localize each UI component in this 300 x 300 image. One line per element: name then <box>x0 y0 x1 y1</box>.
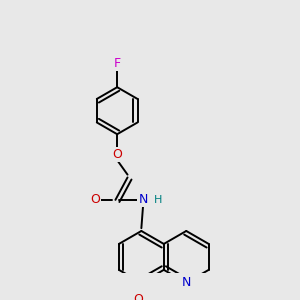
Text: F: F <box>114 56 121 70</box>
Text: O: O <box>134 293 143 300</box>
Text: H: H <box>154 195 163 205</box>
Text: N: N <box>182 276 191 289</box>
Text: O: O <box>90 194 100 206</box>
Text: O: O <box>112 148 122 161</box>
Text: N: N <box>138 194 148 206</box>
